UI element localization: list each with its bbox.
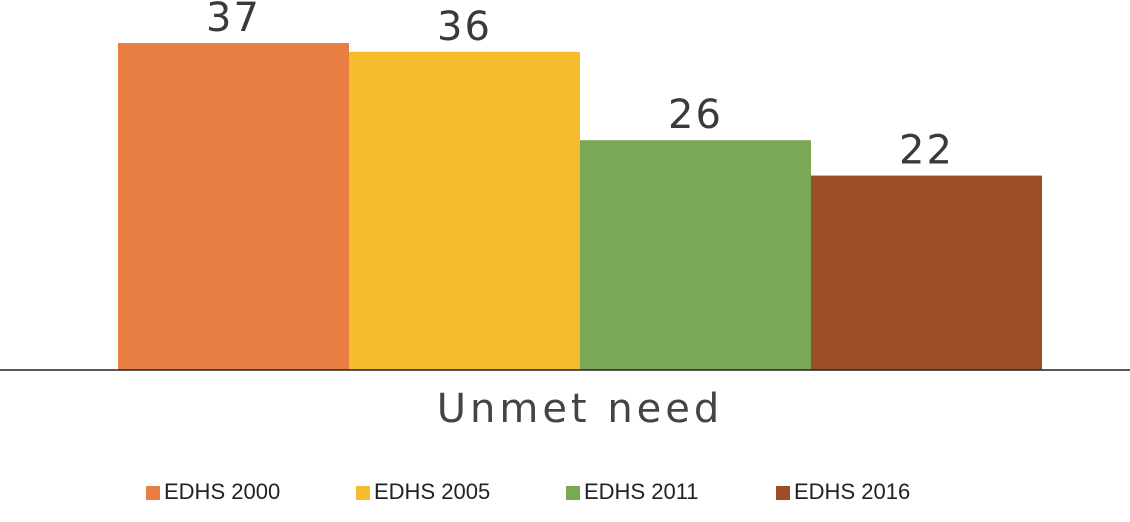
legend: EDHS 2000 EDHS 2005 EDHS 2011 EDHS 2016 — [146, 479, 910, 504]
legend-swatch-edhs-2000 — [146, 486, 160, 500]
bar-edhs-2000 — [118, 43, 349, 370]
legend-label-edhs-2011: EDHS 2011 — [584, 479, 699, 504]
legend-label-edhs-2000: EDHS 2000 — [164, 479, 280, 504]
value-label-edhs-2016: 22 — [899, 128, 954, 174]
legend-swatch-edhs-2016 — [776, 486, 790, 500]
value-label-edhs-2005: 36 — [437, 4, 492, 50]
legend-swatch-edhs-2005 — [356, 486, 370, 500]
legend-label-edhs-2016: EDHS 2016 — [794, 479, 910, 504]
bar-edhs-2011 — [580, 140, 811, 370]
category-label: Unmet need — [437, 386, 724, 432]
bar-edhs-2016 — [811, 175, 1042, 370]
value-labels-group: 37 36 26 22 — [206, 0, 954, 174]
legend-swatch-edhs-2011 — [566, 486, 580, 500]
bar-edhs-2005 — [349, 51, 580, 371]
value-label-edhs-2011: 26 — [668, 92, 723, 138]
value-label-edhs-2000: 37 — [206, 0, 261, 41]
legend-label-edhs-2005: EDHS 2005 — [374, 479, 490, 504]
bars-group — [118, 43, 1042, 371]
